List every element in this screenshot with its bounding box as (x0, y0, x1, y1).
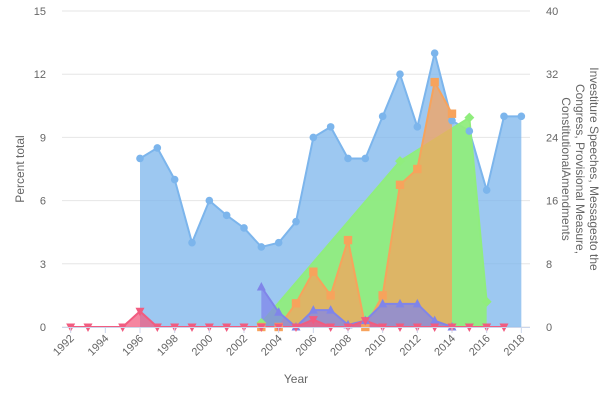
point-purple (378, 298, 388, 308)
point-purple (430, 315, 440, 325)
y-right-tick-label: 0 (546, 322, 552, 334)
y-left-tick-label: 12 (34, 69, 46, 81)
point-blue (465, 127, 474, 135)
point-blue (500, 112, 508, 121)
point-orange (309, 267, 318, 276)
y-right-tick-label: 16 (546, 196, 558, 208)
area-purple (261, 286, 452, 327)
x-tick-label: 2016 (467, 333, 493, 359)
point-orange (395, 180, 405, 189)
point-blue (153, 144, 162, 152)
point-purple (256, 281, 266, 291)
point-pink (135, 307, 145, 317)
point-blue (448, 116, 456, 125)
point-green (395, 156, 405, 167)
point-blue (292, 217, 300, 226)
point-pink (308, 316, 318, 325)
point-blue (170, 175, 179, 184)
x-tick-label: 2018 (502, 333, 528, 359)
point-pink (360, 317, 370, 326)
point-blue (136, 154, 144, 163)
y-left-tick-label: 0 (40, 322, 46, 334)
point-orange (291, 299, 301, 308)
point-blue (257, 243, 266, 251)
right-y-axis-ticks: 0 8 16 24 32 40 (546, 6, 558, 334)
y-left-tick-label: 15 (34, 6, 46, 18)
point-green (481, 296, 492, 307)
right-y-axis-title-line: ConstitutionalAmendments (559, 97, 573, 240)
y-right-tick-label: 40 (546, 6, 558, 18)
point-blue (188, 238, 196, 247)
area-orange (261, 82, 452, 327)
point-blue (361, 154, 370, 163)
x-axis-ticks: 1992 1994 1996 1998 2000 2002 2004 2006 2008 2010… (51, 327, 527, 358)
point-purple (326, 305, 336, 314)
point-blue (274, 238, 283, 247)
y-left-tick-label: 3 (40, 259, 46, 271)
point-blue (482, 186, 491, 194)
left-y-axis-title: Percent total (13, 135, 27, 202)
point-orange (326, 291, 335, 300)
point-orange (343, 235, 353, 245)
y-left-tick-label: 6 (40, 196, 46, 208)
point-orange (430, 77, 439, 87)
point-blue (430, 49, 439, 57)
x-axis-title: Year (284, 372, 308, 386)
point-blue (205, 196, 214, 205)
x-tick-label: 2010 (363, 333, 389, 359)
x-tick-label: 1996 (120, 333, 146, 359)
x-tick-label: 2014 (432, 333, 458, 359)
point-orange (413, 164, 422, 174)
x-tick-label: 2000 (190, 333, 216, 359)
x-tick-label: 1994 (86, 333, 112, 359)
right-y-axis-title: Investiture Speeches, Messagesto theCong… (559, 67, 600, 271)
x-tick-label: 1992 (51, 333, 77, 359)
x-tick-label: 2008 (328, 333, 354, 359)
point-blue (309, 133, 318, 142)
y-right-tick-label: 24 (546, 132, 558, 144)
y-right-tick-label: 32 (546, 69, 558, 81)
point-green (464, 112, 475, 123)
y-right-tick-label: 8 (546, 259, 552, 271)
point-blue (378, 112, 387, 121)
point-blue (413, 123, 422, 131)
point-orange (378, 291, 387, 300)
right-y-axis-title-line: Investiture Speeches, Messagesto the (587, 67, 600, 271)
x-tick-label: 2004 (259, 333, 285, 359)
point-purple (274, 307, 284, 316)
point-blue (396, 70, 404, 78)
left-y-axis-ticks: 0 3 6 9 12 15 (34, 6, 46, 334)
point-blue (344, 154, 352, 163)
series-areas (70, 52, 522, 330)
x-tick-label: 1998 (155, 333, 181, 359)
x-tick-label: 2012 (398, 333, 424, 359)
right-y-axis-title-line: Congress, Provisional Measure, (573, 84, 587, 254)
point-purple (308, 305, 318, 314)
x-tick-label: 2002 (224, 333, 250, 359)
point-purple (395, 298, 405, 308)
point-blue (222, 211, 231, 220)
point-blue (326, 123, 335, 131)
x-tick-label: 2006 (294, 333, 320, 359)
point-orange (447, 109, 457, 118)
point-blue (517, 112, 526, 121)
point-purple (412, 298, 422, 308)
y-left-tick-label: 9 (40, 132, 46, 144)
point-blue (240, 224, 248, 232)
